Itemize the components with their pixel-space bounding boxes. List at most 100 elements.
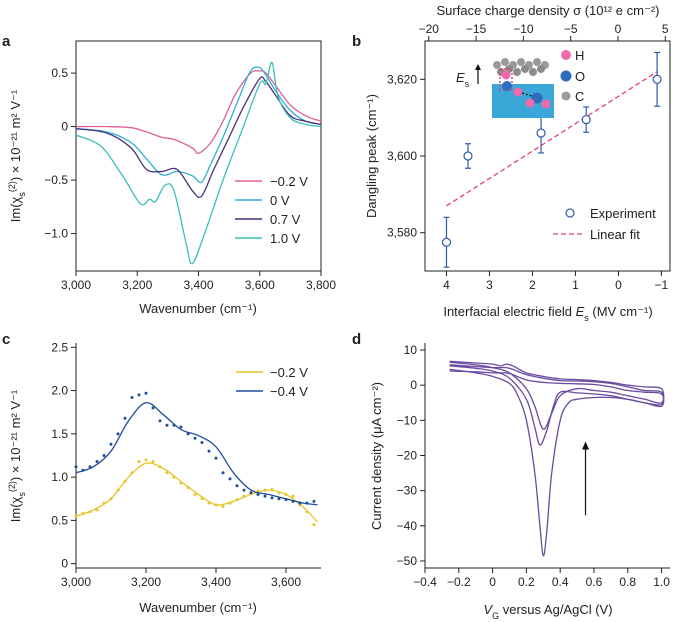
cycle-direction-arrowhead — [582, 441, 590, 450]
h-legend-label: H — [575, 48, 584, 63]
panel-a-xtick-label: 3,400 — [183, 278, 213, 292]
panel-b-top-xtick-label: 5 — [662, 22, 669, 36]
panel-d-xtick-label: 0.6 — [586, 575, 603, 589]
panel-b-top-xtick-label: 0 — [615, 22, 622, 36]
panel-c-data-point — [172, 475, 176, 479]
panel-c-fit-line — [75, 402, 318, 506]
panel-c-legend-label: −0.4 V — [270, 384, 308, 399]
panel-c-data-point — [298, 501, 302, 505]
experiment-point — [581, 114, 591, 125]
panel-d-ytick-label: −30 — [397, 484, 418, 498]
experiment-point — [441, 237, 452, 247]
panel-d-ytick-label: 0 — [410, 378, 417, 392]
panel-b-ytick-label: 3,620 — [387, 72, 417, 86]
panel-c-data-point — [144, 458, 148, 462]
panel-c-data-point — [151, 406, 155, 410]
cv-cycle-curve — [449, 364, 665, 446]
panel-b-ytick-label: 3,580 — [387, 226, 417, 240]
panel-d-ytick-label: −10 — [397, 413, 418, 427]
experiment-point — [652, 74, 662, 84]
panel-b-top-xtick-label: −10 — [513, 22, 534, 36]
panel-d-xtick-label: 0.2 — [518, 575, 535, 589]
panel-a-xlabel: Wavenumber (cm⁻¹) — [139, 301, 257, 316]
panel-b-xtick-label: 3 — [486, 278, 493, 292]
panel-c-data-point — [270, 487, 274, 491]
panel-c-data-point — [137, 460, 141, 464]
panel-b-ylabel: Dangling peak (cm⁻¹) — [364, 94, 379, 218]
panel-c-data-point — [200, 497, 204, 501]
panel-c-data-point — [228, 501, 232, 505]
panel-c-data-point — [312, 499, 316, 503]
panel-c-data-point — [165, 423, 169, 427]
experiment-point — [536, 128, 546, 138]
panel-d-xtick-label: −0.4 — [413, 575, 437, 589]
panel-c-data-point — [116, 488, 120, 492]
panel-c-data-point — [172, 423, 176, 427]
panel-c-data-point — [221, 505, 225, 509]
panel-a-xtick-label: 3,600 — [245, 278, 275, 292]
panel-d-chart: −0.4 −0.2 0 0.2 0.4 0.6 0.8 1.0 10 0 −10 −20 −30 −40 −… — [369, 343, 670, 621]
panel-b-top-xlabel: Surface charge density σ (10¹² e cm⁻²) — [437, 3, 660, 18]
panel-c-xtick-label: 3,200 — [131, 575, 161, 589]
panel-a-ytick-label: 0.5 — [51, 66, 68, 80]
panel-a-series-line — [75, 66, 322, 184]
panel-c-data-point — [88, 465, 92, 469]
o-legend-label: O — [575, 69, 585, 84]
oxygen-atom — [502, 81, 512, 91]
panel-c-data-point — [305, 501, 309, 505]
panel-b-xtick-label: −1 — [655, 278, 669, 292]
panel-c-data-point — [74, 514, 78, 518]
panel-c-data-point — [130, 471, 134, 475]
panel-c-data-point — [242, 488, 246, 492]
panel-c-data-point — [249, 491, 253, 495]
panel-c-data-point — [284, 498, 288, 502]
panel-c-data-point — [291, 499, 295, 503]
panel-b-top-xtick-label: −15 — [466, 22, 487, 36]
panel-b-chart: 4 3 2 1 0 −1 3,580 3,600 3,620 −20 −15 −10 −5 0 5 Es H — [364, 3, 671, 323]
panel-c-data-point — [151, 460, 155, 464]
panel-a-xtick-label: 3,800 — [306, 278, 336, 292]
panel-a-series-line — [75, 61, 322, 265]
panel-c-data-point — [270, 496, 274, 500]
panel-c-data-point — [305, 510, 309, 514]
panel-c-data-point — [95, 508, 99, 512]
panel-a-legend-label: 0.7 V — [270, 212, 301, 227]
panel-d-ytick-label: −20 — [397, 449, 418, 463]
panel-c-data-point — [179, 425, 183, 429]
panel-c-ytick-label: 0.5 — [51, 513, 68, 527]
panel-d-ytick-label: −50 — [397, 554, 418, 568]
panel-b-legend: Experiment Linear fit — [553, 206, 656, 242]
panel-c-data-point — [102, 454, 106, 457]
panel-c-data-point — [235, 484, 239, 488]
panel-c-ytick-label: 0 — [61, 557, 68, 571]
panel-c-ytick-label: 1.0 — [51, 470, 68, 484]
panel-c-data-point — [193, 492, 197, 496]
panel-d-xtick-label: 1.0 — [653, 575, 670, 589]
experiment-legend-label: Experiment — [590, 206, 656, 221]
panel-c-chart: 3,000 3,200 3,400 3,600 0 0.5 1.0 1.5 2.0 2.5 −0.… — [7, 340, 321, 615]
panel-c-data-point — [263, 488, 267, 492]
panel-c-data-point — [214, 503, 218, 507]
cv-cycle-curve — [449, 368, 665, 557]
panel-a-ytick-label: 0 — [61, 120, 68, 134]
panel-c-data-point — [123, 479, 127, 483]
hydrogen-atom — [501, 70, 511, 80]
panel-c-data-point — [74, 465, 78, 469]
panel-d-xtick-label: −0.2 — [447, 575, 471, 589]
panel-c-data-point — [228, 477, 232, 481]
molecule-inset: Es H O C — [456, 48, 585, 118]
dangling-oh-highlight — [499, 68, 513, 91]
panel-a-ytick-label: −1.0 — [44, 227, 68, 241]
linear-fit-line — [446, 71, 658, 207]
panel-c-data-point — [186, 432, 190, 436]
panel-d-ylabel: Current density (μA cm⁻²) — [369, 382, 384, 530]
panel-c-data-point — [284, 492, 288, 496]
panel-c-data-point — [102, 501, 106, 505]
panel-b-top-xtick-label: −20 — [419, 22, 440, 36]
panel-c-data-point — [221, 471, 225, 475]
fit-legend-label: Linear fit — [590, 227, 640, 242]
panel-a-letter: a — [2, 33, 11, 50]
panel-c-data-point — [214, 456, 218, 460]
panel-c-xtick-label: 3,400 — [201, 575, 231, 589]
panel-a-xtick-label: 3,200 — [122, 278, 152, 292]
